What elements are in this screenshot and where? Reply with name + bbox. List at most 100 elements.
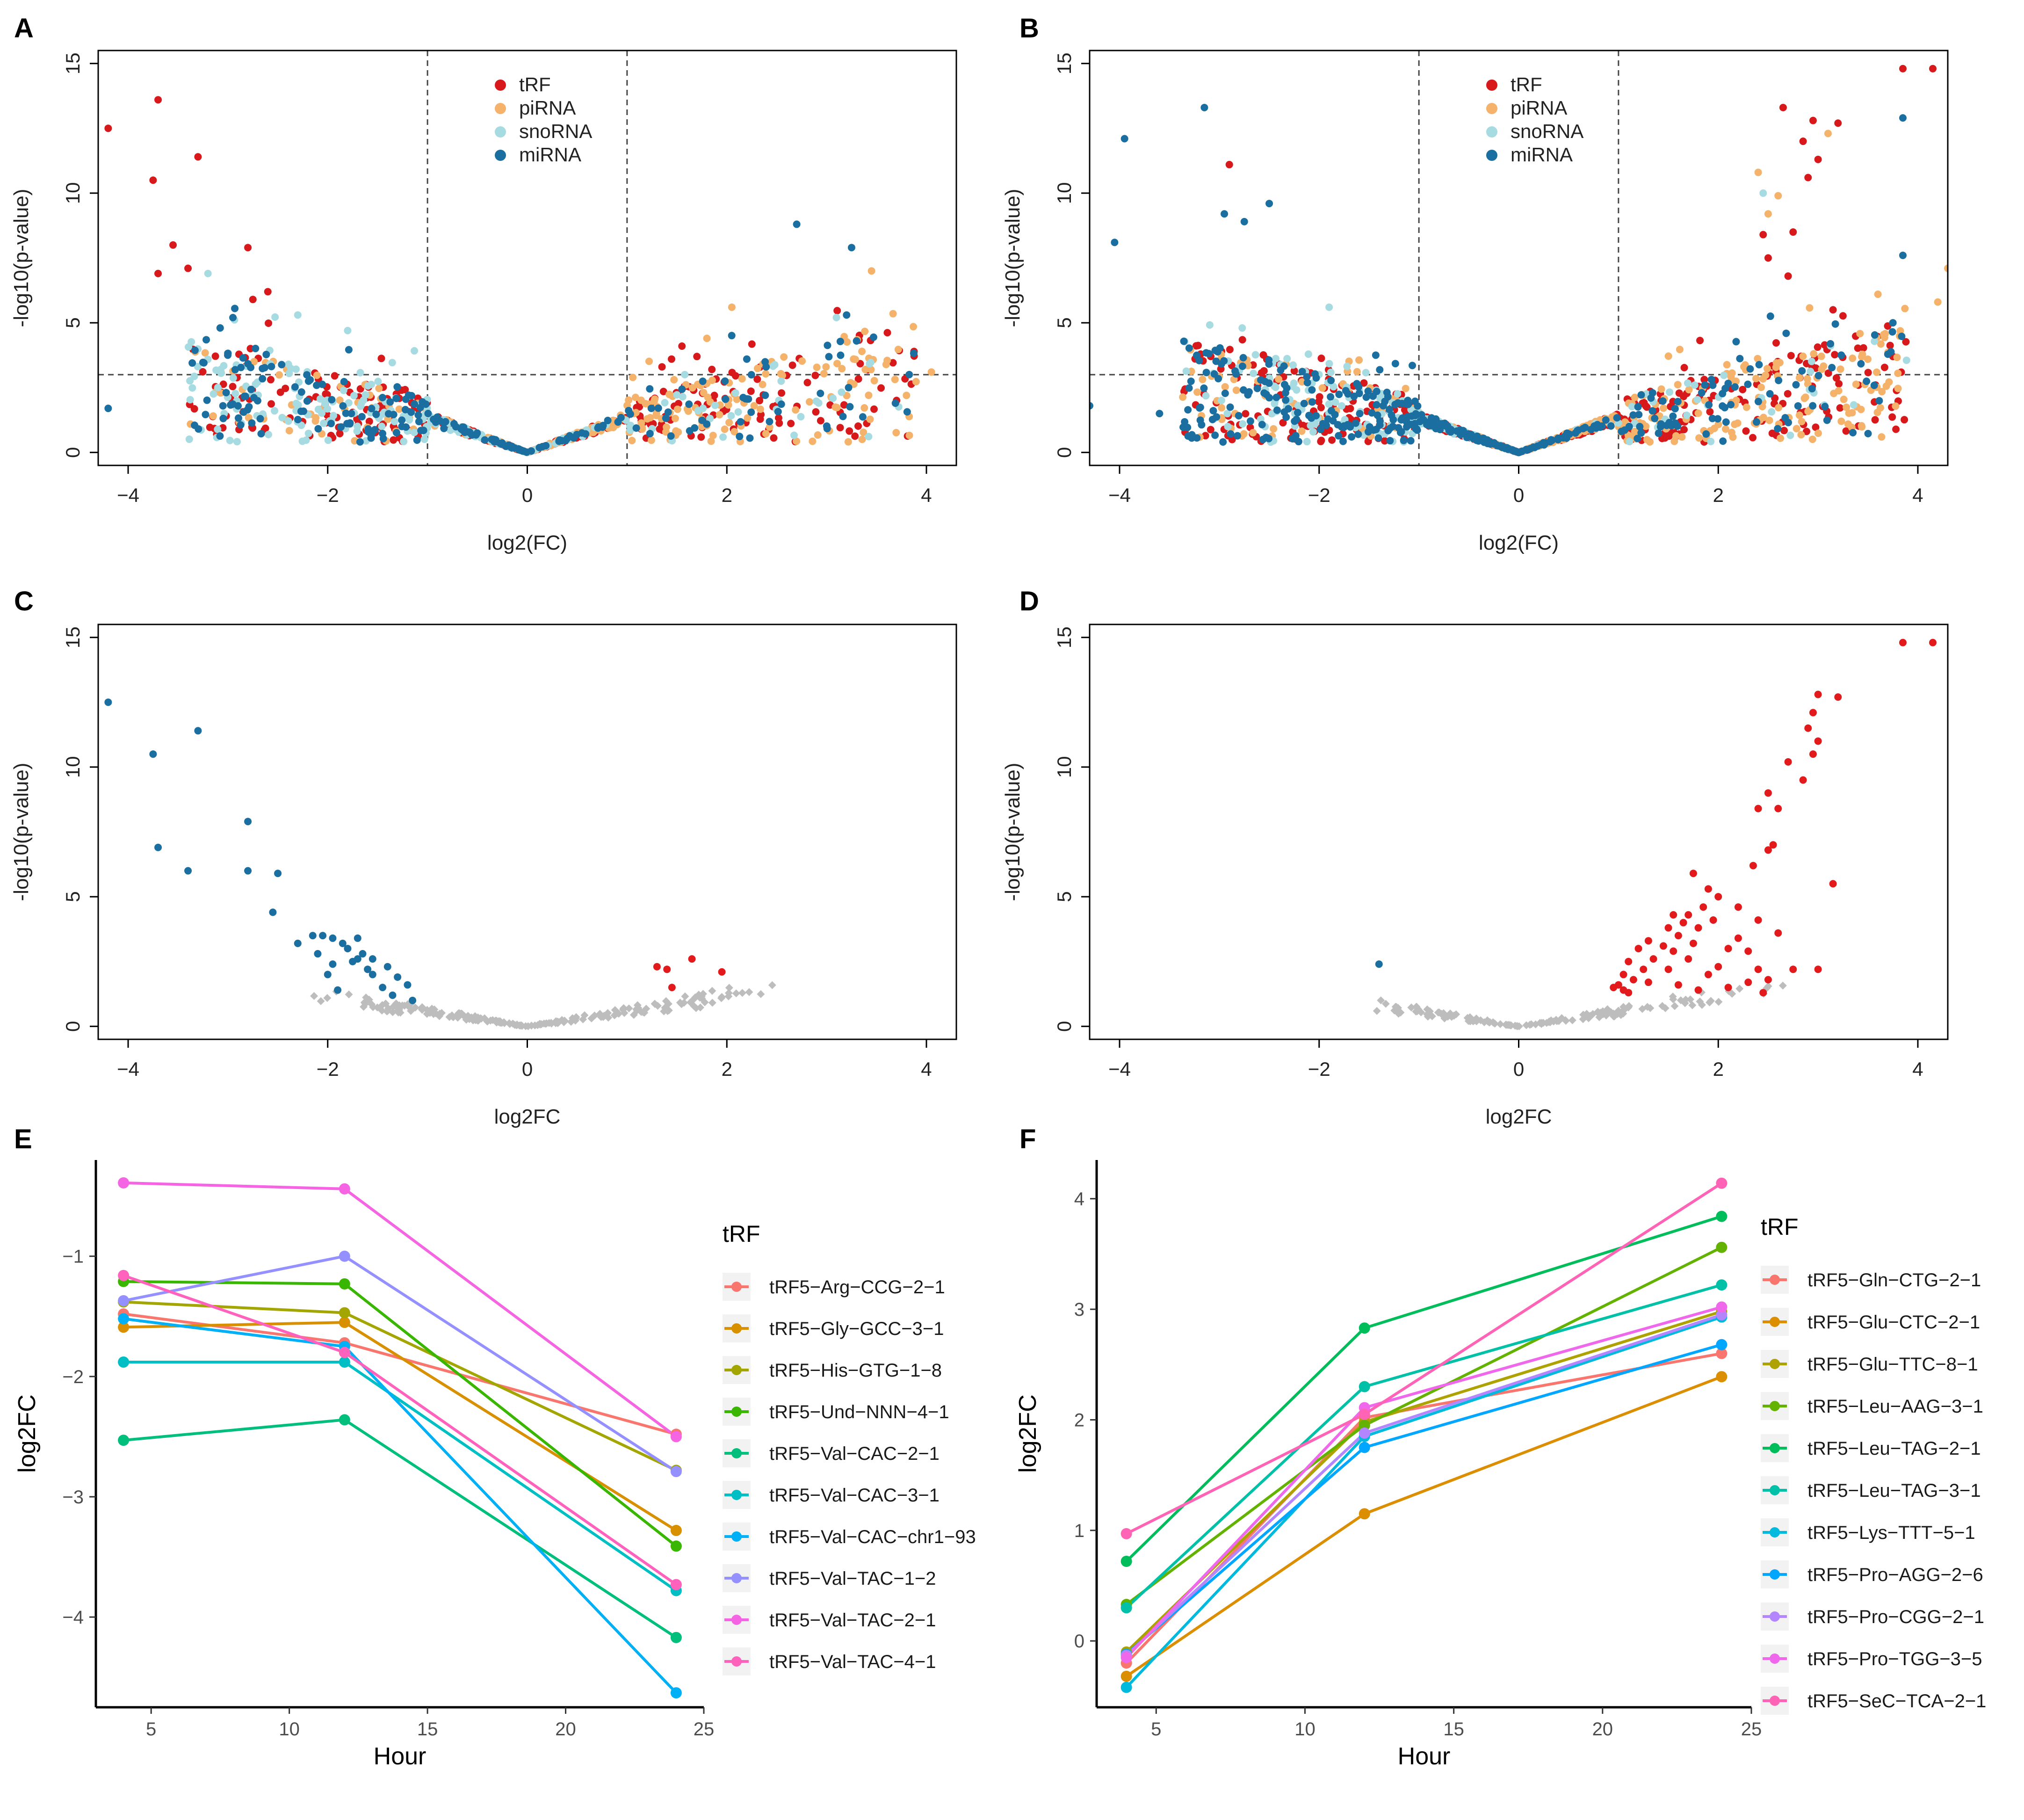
point-tRF bbox=[1892, 425, 1900, 433]
y-tick-label: 0 bbox=[62, 1021, 84, 1032]
point-tRF bbox=[169, 241, 177, 249]
y-tick-label: 15 bbox=[62, 626, 84, 648]
point-up bbox=[1734, 903, 1742, 911]
point-up bbox=[1689, 939, 1697, 947]
point-up bbox=[1764, 789, 1772, 797]
point-miRNA bbox=[1705, 401, 1713, 409]
point-up bbox=[1704, 885, 1712, 893]
y-tick-label: −4 bbox=[62, 1607, 84, 1628]
legend-label: tRF5−Val−CAC−chr1−93 bbox=[769, 1527, 976, 1547]
point-miRNA bbox=[231, 305, 239, 312]
point-up bbox=[1774, 929, 1782, 937]
point-ns bbox=[708, 999, 716, 1007]
series-point bbox=[1716, 1301, 1728, 1313]
point-miRNA bbox=[1362, 393, 1370, 401]
point-down bbox=[409, 996, 417, 1004]
point-miRNA bbox=[1511, 447, 1519, 455]
point-snoRNA bbox=[186, 377, 194, 385]
legend-label: tRF5−Leu−TAG−2−1 bbox=[1807, 1438, 1981, 1459]
point-miRNA bbox=[378, 394, 386, 402]
point-snoRNA bbox=[1239, 420, 1247, 428]
point-snoRNA bbox=[1337, 402, 1345, 410]
point-snoRNA bbox=[264, 431, 272, 439]
point-piRNA bbox=[716, 411, 723, 419]
point-snoRNA bbox=[345, 399, 353, 407]
legend-key-point bbox=[1770, 1359, 1780, 1369]
point-piRNA bbox=[1877, 340, 1885, 348]
y-tick-label: −1 bbox=[62, 1247, 84, 1267]
point-miRNA bbox=[774, 408, 782, 416]
legend-label-snoRNA: snoRNA bbox=[519, 120, 592, 142]
point-piRNA bbox=[838, 365, 846, 373]
point-ns bbox=[701, 998, 709, 1007]
point-piRNA bbox=[1901, 305, 1909, 312]
point-piRNA bbox=[860, 404, 868, 412]
point-miRNA bbox=[356, 438, 364, 446]
point-ns bbox=[1381, 1000, 1390, 1008]
point-miRNA bbox=[632, 424, 640, 432]
point-miRNA bbox=[837, 351, 845, 359]
point-piRNA bbox=[1728, 428, 1735, 436]
point-ns bbox=[1658, 1002, 1667, 1010]
point-miRNA bbox=[686, 427, 694, 435]
point-miRNA bbox=[817, 389, 824, 397]
point-miRNA bbox=[1634, 435, 1641, 442]
point-snoRNA bbox=[226, 436, 234, 444]
point-tRF bbox=[1779, 103, 1787, 111]
x-tick-label: −4 bbox=[1108, 484, 1131, 506]
point-piRNA bbox=[674, 428, 682, 436]
point-tRF bbox=[1804, 174, 1812, 181]
point-ns bbox=[1450, 1011, 1459, 1020]
legend-key-point bbox=[731, 1573, 742, 1583]
point-up bbox=[1699, 903, 1707, 911]
point-ns bbox=[724, 992, 733, 1001]
point-snoRNA bbox=[185, 343, 193, 351]
point-ns bbox=[1669, 995, 1677, 1003]
point-miRNA bbox=[1348, 433, 1356, 441]
point-miRNA bbox=[1391, 400, 1399, 408]
point-piRNA bbox=[883, 356, 891, 364]
point-ns bbox=[613, 1009, 621, 1017]
point-piRNA bbox=[1817, 352, 1825, 360]
point-up bbox=[1724, 984, 1732, 992]
legend-marker-piRNA bbox=[495, 103, 506, 114]
point-tRF bbox=[219, 380, 227, 388]
point-miRNA bbox=[1629, 411, 1637, 419]
point-snoRNA bbox=[354, 422, 361, 430]
point-miRNA bbox=[1196, 403, 1204, 411]
point-piRNA bbox=[1631, 393, 1639, 401]
point-piRNA bbox=[1894, 384, 1902, 392]
point-piRNA bbox=[313, 371, 321, 379]
x-axis-title: log2FC bbox=[1486, 1105, 1552, 1128]
point-miRNA bbox=[1294, 409, 1301, 417]
point-up bbox=[1789, 965, 1797, 973]
point-miRNA bbox=[1636, 422, 1644, 430]
point-ns bbox=[435, 1009, 444, 1018]
point-up bbox=[1640, 965, 1648, 973]
y-axis-title: -log10(p-value) bbox=[10, 189, 33, 327]
point-piRNA bbox=[822, 363, 830, 371]
point-piRNA bbox=[1674, 381, 1682, 389]
point-miRNA bbox=[1823, 416, 1831, 424]
point-snoRNA bbox=[214, 384, 222, 392]
point-snoRNA bbox=[1902, 356, 1910, 364]
point-miRNA bbox=[328, 396, 336, 404]
point-miRNA bbox=[392, 394, 400, 402]
point-up bbox=[1724, 944, 1732, 952]
series-point bbox=[1716, 1211, 1728, 1222]
point-miRNA bbox=[737, 418, 745, 426]
point-piRNA bbox=[1775, 404, 1783, 412]
legend-key-point bbox=[731, 1407, 742, 1417]
point-piRNA bbox=[1353, 368, 1361, 376]
point-miRNA bbox=[1364, 387, 1372, 395]
point-tRF bbox=[1780, 427, 1788, 435]
point-ns bbox=[1392, 1003, 1401, 1011]
point-miRNA bbox=[1709, 381, 1717, 389]
point-tRF bbox=[1831, 351, 1839, 359]
series-point bbox=[670, 1466, 682, 1477]
point-miRNA bbox=[393, 383, 401, 391]
series-point bbox=[339, 1183, 350, 1195]
point-piRNA bbox=[892, 428, 900, 436]
point-tRF bbox=[748, 340, 756, 348]
point-tRF bbox=[1680, 364, 1688, 372]
